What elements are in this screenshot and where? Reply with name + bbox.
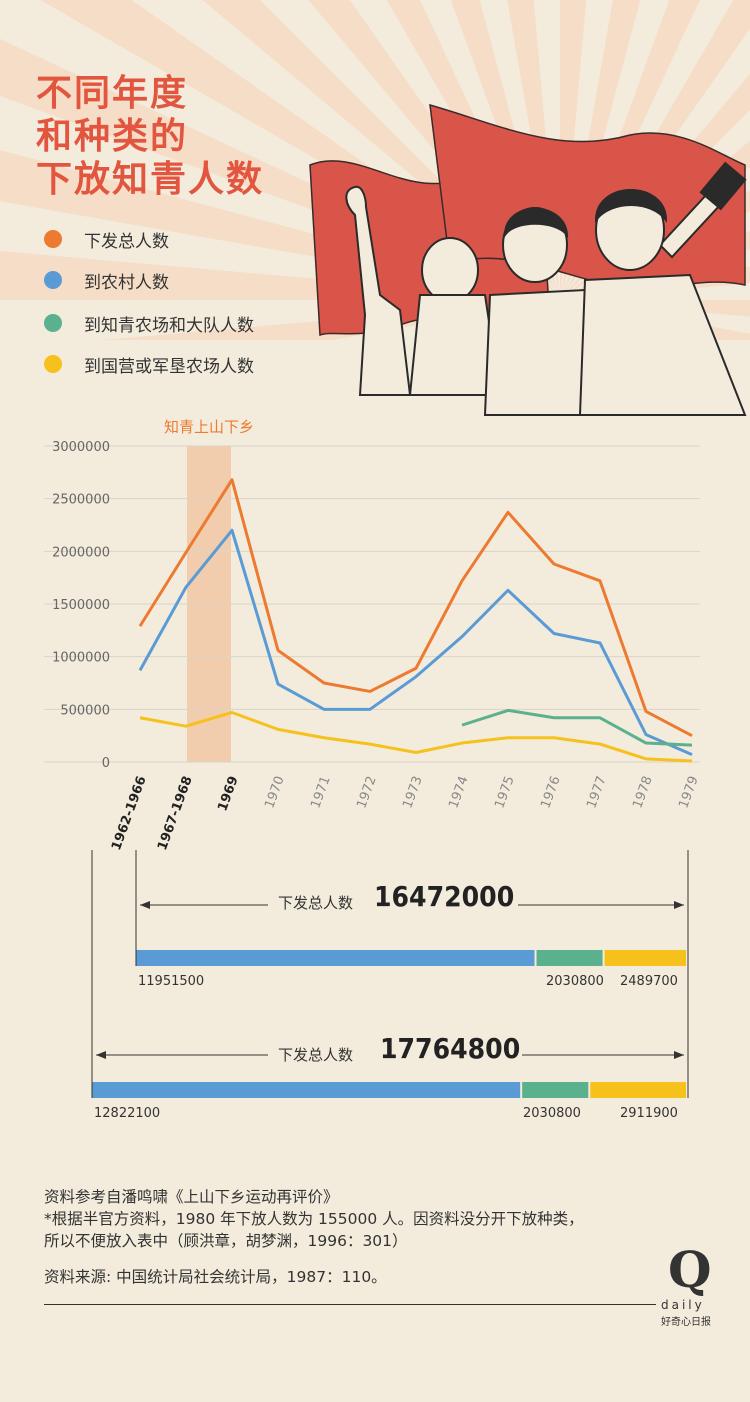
- legend-item-farm: 到知青农场和大队人数: [44, 308, 254, 338]
- stacked-segment-2: [604, 950, 686, 966]
- total-value-2: 17764800: [380, 1032, 521, 1065]
- legend-dot-blue-icon: [44, 271, 62, 289]
- legend-item-state: 到国营或军垦农场人数: [44, 349, 254, 379]
- note-reference: 资料参考自潘鸣啸《上山下乡运动再评价》: [44, 1188, 339, 1206]
- y-tick-label: 2000000: [52, 545, 110, 560]
- note-asterisk-cont: 所以不便放入表中（顾洪章，胡梦渊，1996：301）: [44, 1232, 408, 1250]
- arrowhead-right-icon: [674, 901, 684, 909]
- arrowhead-right-icon: [674, 1051, 684, 1059]
- x-tick-label: 1976: [538, 774, 563, 810]
- x-tick-label: 1977: [584, 774, 609, 810]
- x-tick-label: 1975: [492, 774, 517, 810]
- x-tick-label: 1970: [262, 774, 287, 810]
- title-line-3: 下放知青人数: [36, 159, 265, 200]
- propaganda-illustration: [309, 103, 747, 416]
- legend-dot-yellow-icon: [44, 355, 62, 373]
- highlight-label: 知青上山下乡: [164, 418, 254, 436]
- x-tick-label: 1972: [354, 774, 379, 810]
- title-line-1: 不同年度: [36, 73, 189, 114]
- source-notes: 资料参考自潘鸣啸《上山下乡运动再评价》 *根据半官方资料，1980 年下放人数为…: [44, 1186, 584, 1288]
- stacked-segment-1: [522, 1082, 589, 1098]
- arrowhead-left-icon: [140, 901, 150, 909]
- legend-dot-orange-icon: [44, 230, 62, 248]
- stacked-segment-0: [136, 950, 535, 966]
- sun-ray: [0, 251, 560, 300]
- y-tick-label: 3000000: [52, 440, 110, 455]
- legend-dot-green-icon: [44, 314, 62, 332]
- part-value-rural-2: 12822100: [94, 1106, 161, 1121]
- part-value-state-1: 2489700: [620, 974, 678, 989]
- qdaily-logo-mark: Q: [668, 1240, 712, 1299]
- total-value-1: 16472000: [374, 880, 515, 913]
- y-tick-label: 1500000: [52, 598, 110, 613]
- x-tick-label: 1973: [400, 774, 425, 810]
- total-label-1: 下发总人数: [278, 894, 354, 912]
- stacked-segment-0: [92, 1082, 521, 1098]
- woman-hammer-figure-icon: [578, 161, 747, 416]
- legend-label: 下发总人数: [84, 231, 169, 252]
- x-tick-label: 1962-1966: [109, 774, 150, 850]
- x-tick-label: 1978: [630, 774, 655, 810]
- x-tick-label: 1969: [215, 774, 241, 813]
- legend-label: 到知青农场和大队人数: [84, 315, 254, 336]
- part-value-state-2: 2911900: [620, 1106, 678, 1121]
- footer-divider: [44, 1304, 656, 1305]
- x-tick-label: 1971: [308, 774, 333, 810]
- y-tick-label: 0: [102, 756, 110, 771]
- stacked-segment-2: [590, 1082, 686, 1098]
- part-value-farm-1: 2030800: [546, 974, 604, 989]
- x-tick-label: 1974: [446, 774, 471, 810]
- y-tick-label: 500000: [60, 703, 110, 718]
- worker-figure-icon: [345, 185, 502, 396]
- x-tick-label: 1967-1968: [155, 774, 196, 850]
- girl-figure-icon: [483, 207, 602, 416]
- legend-label: 到国营或军垦农场人数: [84, 356, 254, 377]
- series-line-0: [138, 478, 693, 737]
- page-title: 不同年度 和种类的 下放知青人数: [36, 72, 264, 201]
- series-line-2: [461, 708, 693, 747]
- note-asterisk: *根据半官方资料，1980 年下放人数为 155000 人。因资料没分开下放种类…: [44, 1210, 584, 1228]
- arrowhead-left-icon: [96, 1051, 106, 1059]
- part-value-farm-2: 2030800: [523, 1106, 581, 1121]
- legend-label: 到农村人数: [84, 272, 169, 293]
- part-value-rural-1: 11951500: [138, 974, 205, 989]
- x-tick-label: 1979: [676, 774, 701, 810]
- qdaily-logo-word: daily: [661, 1298, 705, 1312]
- line-chart: 知青上山下乡 3000000 2500000 2000000 1500000 10000…: [44, 418, 702, 850]
- note-source: 资料来源: 中国统计局社会统计局，1987：110。: [44, 1268, 387, 1286]
- title-line-2: 和种类的: [36, 116, 189, 157]
- series-line-3: [139, 710, 693, 763]
- total-label-2: 下发总人数: [278, 1046, 354, 1064]
- y-tick-label: 2500000: [52, 493, 110, 508]
- series-line-1: [138, 528, 693, 757]
- legend-item-rural: 到农村人数: [44, 265, 169, 295]
- legend-item-total: 下发总人数: [44, 224, 169, 254]
- totals-breakdown: [91, 850, 689, 1098]
- stacked-segment-1: [536, 950, 603, 966]
- y-tick-label: 1000000: [52, 651, 110, 666]
- qdaily-logo-cn: 好奇心日报: [661, 1317, 711, 1328]
